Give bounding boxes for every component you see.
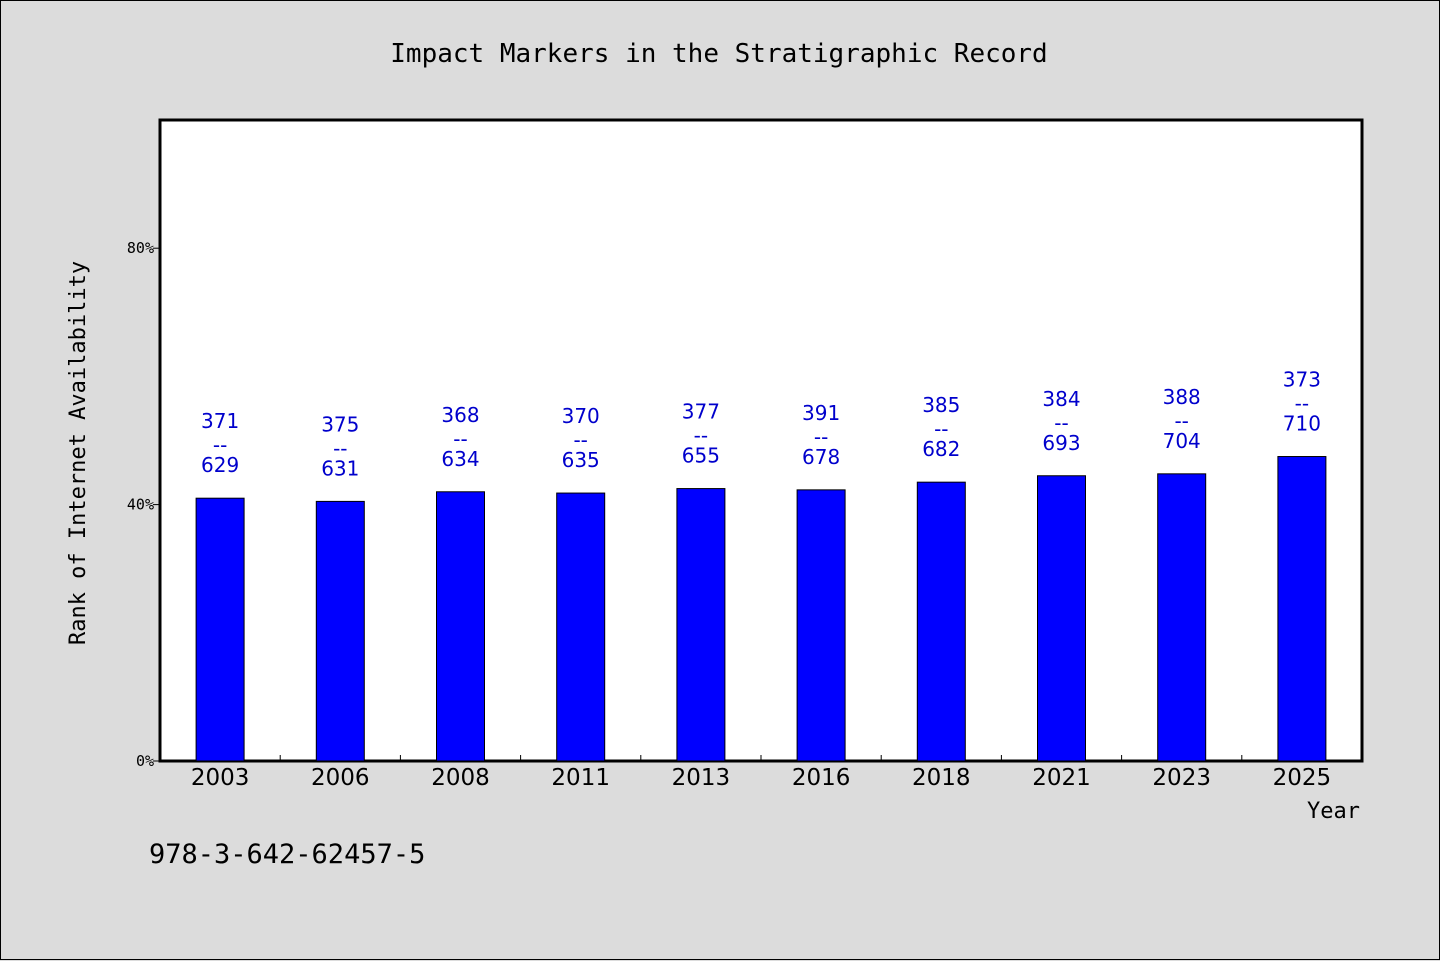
x-tick-label: 2006 — [311, 765, 370, 791]
bar — [1037, 475, 1086, 762]
data-label-separator: -- — [1174, 409, 1188, 433]
data-label-separator: -- — [1054, 411, 1068, 435]
x-tick-label: 2013 — [672, 765, 731, 791]
x-tick-label: 2008 — [431, 765, 490, 791]
x-tick-label: 2023 — [1152, 765, 1211, 791]
bar — [436, 491, 485, 762]
x-tick-label: 2018 — [912, 765, 971, 791]
data-label-bottom: 634 — [441, 447, 479, 471]
data-label-top: 385 — [922, 393, 960, 417]
bar — [1157, 473, 1207, 762]
bar — [315, 500, 365, 762]
data-label-top: 373 — [1283, 368, 1321, 392]
isbn-text: 978-3-642-62457-5 — [149, 839, 425, 870]
data-label-separator: -- — [934, 417, 948, 441]
bar — [1277, 456, 1327, 762]
y-axis: 0% 40% 80% — [127, 239, 160, 770]
data-label-top: 375 — [321, 412, 359, 436]
data-label-bottom: 635 — [562, 448, 600, 472]
data-label-separator: -- — [453, 427, 467, 451]
x-tick-label: 2021 — [1032, 765, 1091, 791]
x-tick-label: 2016 — [792, 765, 851, 791]
x-tick-label: 2011 — [551, 765, 610, 791]
data-label-bottom: 655 — [682, 444, 720, 468]
data-label-separator: -- — [694, 424, 708, 448]
data-label-top: 371 — [201, 409, 239, 433]
y-tick-label: 0% — [136, 752, 154, 770]
bar — [796, 489, 846, 762]
x-tick-label: 2025 — [1273, 765, 1332, 791]
bars — [195, 456, 1327, 762]
bar — [556, 492, 606, 762]
chart-title: Impact Markers in the Stratigraphic Reco… — [390, 39, 1047, 69]
data-label-top: 377 — [682, 400, 720, 424]
data-label-bottom: 631 — [321, 456, 359, 480]
data-label-bottom: 682 — [922, 437, 960, 461]
data-label-separator: -- — [814, 425, 828, 449]
data-label-separator: -- — [573, 428, 587, 452]
x-axis-title: Year — [1307, 799, 1360, 824]
data-label-separator: -- — [333, 436, 347, 460]
x-tick-label: 2003 — [191, 765, 250, 791]
y-tick-label: 40% — [127, 496, 154, 514]
bar — [195, 497, 245, 762]
x-axis: 2003 2006 2008 2011 2013 2016 2018 2021 2023 2025 — [191, 755, 1331, 791]
data-label-bottom: 704 — [1163, 429, 1201, 453]
data-label-top: 391 — [802, 401, 840, 425]
data-label-bottom: 629 — [201, 453, 239, 477]
y-axis-title: Rank of Internet Availability — [66, 261, 91, 645]
data-label-top: 370 — [562, 404, 600, 428]
data-label-separator: -- — [1295, 392, 1309, 416]
data-label-top: 388 — [1163, 385, 1201, 409]
data-label-top: 368 — [441, 403, 479, 427]
data-labels: 629--371631--375634--368635--370655--377… — [201, 368, 1321, 481]
y-tick-label: 80% — [127, 239, 154, 257]
data-label-bottom: 693 — [1042, 431, 1080, 455]
data-label-bottom: 678 — [802, 445, 840, 469]
data-label-top: 384 — [1042, 387, 1080, 411]
data-label-bottom: 710 — [1283, 412, 1321, 436]
bar — [676, 488, 726, 762]
bar — [916, 481, 966, 762]
data-label-separator: -- — [213, 433, 227, 457]
